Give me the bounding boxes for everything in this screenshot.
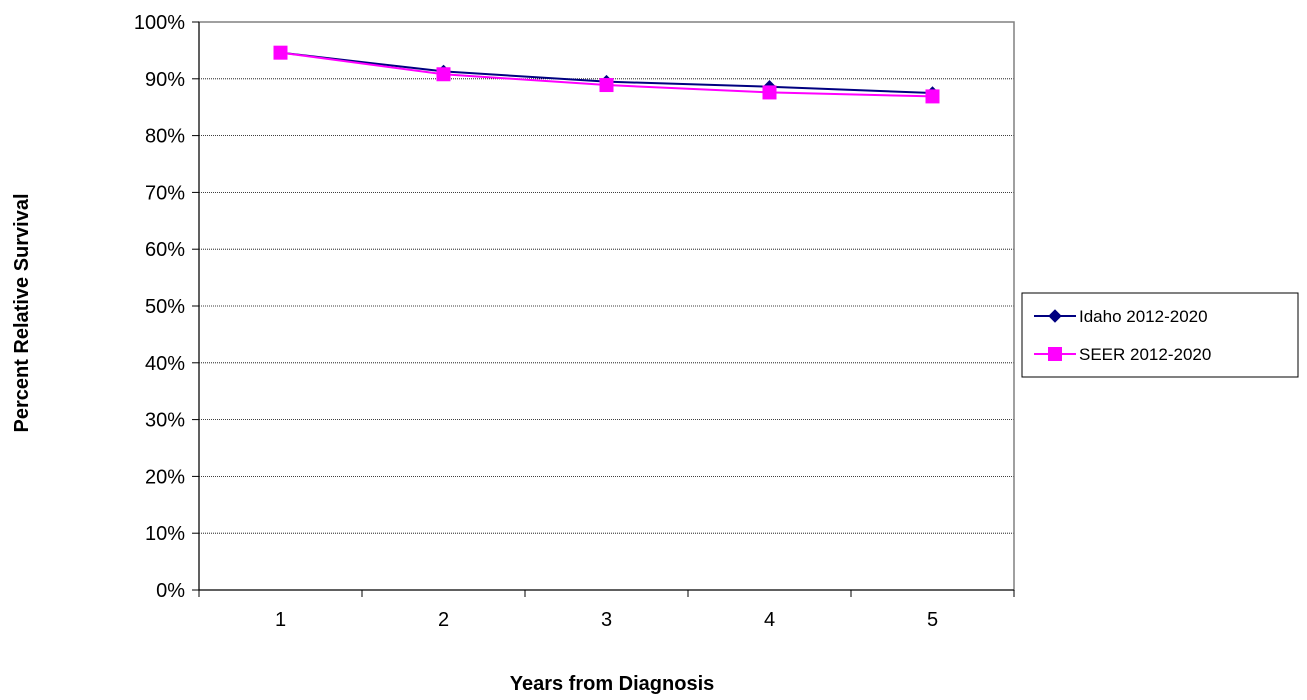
y-tick-label: 100% [134, 12, 185, 34]
y-axis-title: Percent Relative Survival [11, 193, 33, 432]
legend-item: Idaho 2012-2020 [1034, 307, 1208, 326]
y-tick-label: 20% [145, 466, 185, 488]
x-tick-label: 5 [927, 609, 938, 631]
y-tick-label: 50% [145, 296, 185, 318]
data-point [925, 89, 940, 104]
y-tick-label: 10% [145, 523, 185, 545]
legend-label: Idaho 2012-2020 [1079, 307, 1208, 326]
legend: Idaho 2012-2020 SEER 2012-2020 [1021, 292, 1299, 378]
data-point [762, 85, 777, 100]
legend-marker [1048, 347, 1062, 361]
data-point [436, 67, 451, 82]
x-tick-label: 4 [764, 609, 775, 631]
legend-marker [1048, 309, 1062, 323]
y-tick-label: 70% [145, 182, 185, 204]
x-tick-label: 2 [438, 609, 449, 631]
y-tick-label: 30% [145, 410, 185, 432]
y-axis-ticks: 0% 10% 20% 30% 40% 50% 60% 70% 80% 90% 100% [134, 12, 199, 602]
gridlines [199, 78, 1014, 534]
y-tick-label: 60% [145, 239, 185, 261]
legend-label: SEER 2012-2020 [1079, 345, 1211, 364]
x-tick-label: 3 [601, 609, 612, 631]
x-tick-label: 1 [275, 609, 286, 631]
data-point [599, 78, 614, 93]
series-layer [273, 45, 940, 104]
y-tick-label: 80% [145, 126, 185, 148]
series-2 [273, 45, 940, 104]
x-axis-ticks: 1 2 3 4 5 [198, 590, 1015, 631]
legend-box [1021, 292, 1299, 378]
y-tick-label: 0% [156, 580, 185, 602]
y-tick-label: 40% [145, 353, 185, 375]
x-axis-title: Years from Diagnosis [510, 673, 715, 695]
data-point [273, 45, 288, 60]
legend-item: SEER 2012-2020 [1034, 345, 1211, 364]
y-tick-label: 90% [145, 69, 185, 91]
